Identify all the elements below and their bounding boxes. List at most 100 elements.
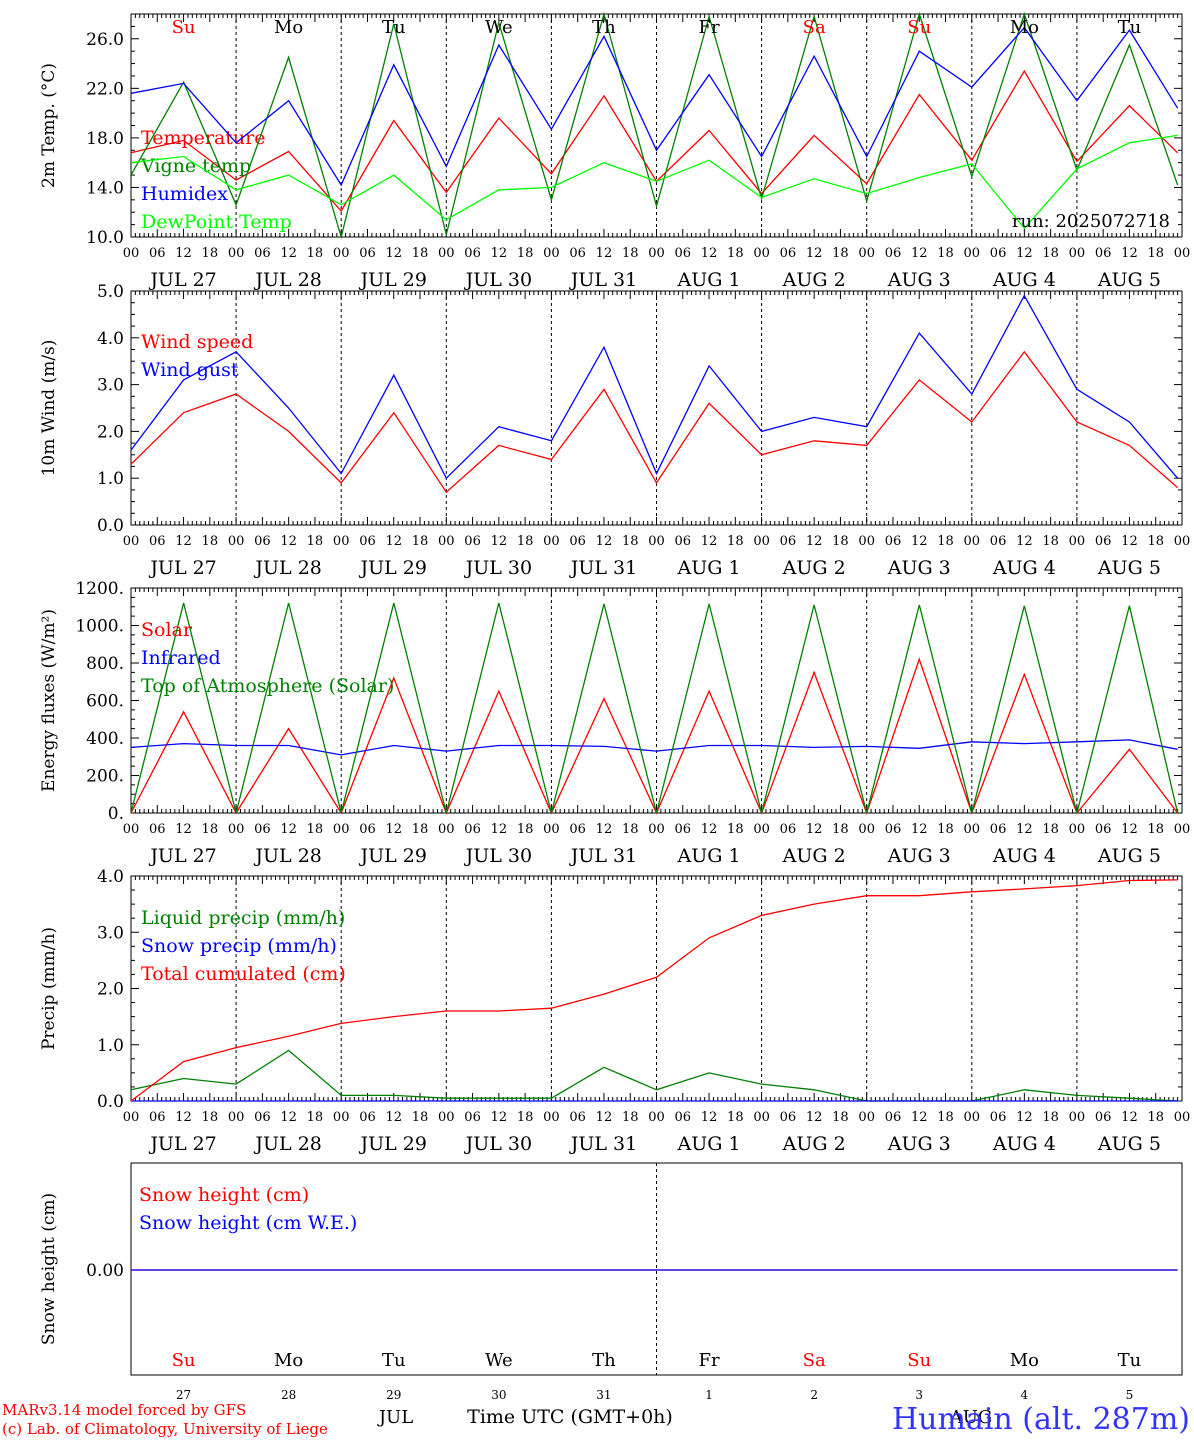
x-date-label: JUL 30 xyxy=(464,845,532,867)
panel-precip: 0.0 1.0 2.0 3.0 4.0 Precip (mm/h) 00 06 12 18 JUL … xyxy=(39,867,1190,1155)
x-hour-label: 00 xyxy=(858,822,875,837)
y-tick-label: 18.0 xyxy=(86,129,124,149)
x-hour-label: 12 xyxy=(280,822,297,837)
x-date-label: JUL 27 xyxy=(148,1133,216,1155)
x-hour-label: 06 xyxy=(464,534,481,549)
x-hour-label: 12 xyxy=(1016,246,1033,261)
x-date-label: JUL 27 xyxy=(148,557,216,579)
x-hour-label: 12 xyxy=(806,534,823,549)
series-line-dewpoint-temp xyxy=(130,134,1178,230)
x-hour-label: 00 xyxy=(333,246,350,261)
x-hour-label: 18 xyxy=(307,1110,324,1125)
x-hour-label: 12 xyxy=(911,1110,928,1125)
model-credit-line2: (c) Lab. of Climatology, University of L… xyxy=(2,1420,328,1438)
x-hour-label: 18 xyxy=(1147,534,1164,549)
x-hour-label: 18 xyxy=(1147,246,1164,261)
x-date-label: AUG 1 xyxy=(677,557,741,579)
y-tick-label: 26.0 xyxy=(86,30,124,50)
day-number-label: 27 xyxy=(176,1388,191,1402)
x-date-label: AUG 3 xyxy=(887,557,951,579)
x-date-label: AUG 5 xyxy=(1097,845,1161,867)
x-hour-label: 00 xyxy=(333,534,350,549)
x-hour-label: 06 xyxy=(990,822,1007,837)
y-tick-label: 0.0 xyxy=(97,516,124,536)
day-number-label: 2 xyxy=(810,1388,818,1402)
x-hour-label: 00 xyxy=(858,1110,875,1125)
x-hour-label: 00 xyxy=(753,1110,770,1125)
x-hour-label: 06 xyxy=(359,534,376,549)
y-tick-label: 0.0 xyxy=(97,1092,124,1112)
x-hour-label: 18 xyxy=(517,534,534,549)
weekday-top-label: Mo xyxy=(274,17,303,38)
x-hour-label: 12 xyxy=(596,246,613,261)
x-hour-label: 18 xyxy=(622,1110,639,1125)
x-hour-label: 00 xyxy=(648,822,665,837)
x-hour-label: 00 xyxy=(964,1110,981,1125)
x-hour-label: 06 xyxy=(464,246,481,261)
x-date-label: JUL 30 xyxy=(464,557,532,579)
y-tick-label: 400. xyxy=(86,729,124,749)
x-hour-label: 12 xyxy=(175,246,192,261)
legend-entry: Top of Atmosphere (Solar) xyxy=(141,675,394,697)
y-tick-label: 1000. xyxy=(75,617,124,637)
series-line-wind-gust xyxy=(130,294,1179,480)
series-line-total-cumulated-cm- xyxy=(130,879,1178,1102)
x-hour-label: 00 xyxy=(543,822,560,837)
x-hour-label: 18 xyxy=(727,1110,744,1125)
x-hour-label: 12 xyxy=(1016,534,1033,549)
plot-frame xyxy=(130,587,1183,814)
x-hour-label: 06 xyxy=(1095,822,1112,837)
x-hour-label: 06 xyxy=(359,1110,376,1125)
x-hour-label: 12 xyxy=(596,1110,613,1125)
x-date-label: JUL 31 xyxy=(569,1133,637,1155)
x-date-label: AUG 4 xyxy=(992,557,1056,579)
x-hour-label: 12 xyxy=(1016,822,1033,837)
weekday-bottom-label: Mo xyxy=(274,1350,303,1371)
x-hour-label: 00 xyxy=(438,534,455,549)
x-date-label: AUG 5 xyxy=(1097,269,1161,291)
legend-entry: Humidex xyxy=(141,183,228,205)
x-hour-label: 06 xyxy=(780,246,797,261)
x-hour-label: 18 xyxy=(937,246,954,261)
panel-wind: 0.0 1.0 2.0 3.0 4.0 5.0 10m Wind (m/s) 00 06 12 18… xyxy=(39,282,1190,579)
y-axis-label: 2m Temp. (°C) xyxy=(39,63,59,188)
x-date-label: JUL 30 xyxy=(464,1133,532,1155)
x-hour-label: 00 xyxy=(333,822,350,837)
x-hour-label: 12 xyxy=(701,246,718,261)
x-hour-label: 00 xyxy=(543,246,560,261)
x-hour-label: 18 xyxy=(412,822,429,837)
x-hour-label: 00 xyxy=(123,246,140,261)
x-hour-label: 00 xyxy=(543,534,560,549)
weekday-top-label: Mo xyxy=(1010,17,1039,38)
x-hour-label: 06 xyxy=(885,1110,902,1125)
x-hour-label: 00 xyxy=(1069,246,1086,261)
x-hour-label: 12 xyxy=(1016,1110,1033,1125)
x-hour-label: 00 xyxy=(228,246,245,261)
weekday-top-label: Tu xyxy=(382,17,406,38)
x-date-label: AUG 3 xyxy=(887,1133,951,1155)
panel-temperature: 10.0 14.0 18.0 22.0 26.0 2m Temp. (°C) 00 06 12 1… xyxy=(39,11,1190,291)
x-date-label: JUL 29 xyxy=(359,1133,427,1155)
x-hour-label: 12 xyxy=(911,822,928,837)
y-axis-label: Snow height (cm) xyxy=(39,1193,59,1345)
x-hour-label: 00 xyxy=(438,822,455,837)
x-hour-label: 12 xyxy=(385,246,402,261)
x-axis-time-label: Time UTC (GMT+0h) xyxy=(467,1406,673,1428)
y-axis-label: Precip (mm/h) xyxy=(39,927,59,1050)
x-hour-label: 18 xyxy=(727,534,744,549)
x-hour-label: 00 xyxy=(1174,822,1191,837)
y-tick-label: 10.0 xyxy=(86,228,124,248)
weekday-top-label: Su xyxy=(172,17,196,38)
series-line-temperature xyxy=(130,69,1179,213)
weekday-bottom-label: Th xyxy=(592,1350,616,1371)
x-hour-label: 18 xyxy=(307,822,324,837)
x-hour-label: 18 xyxy=(202,534,219,549)
x-date-label: AUG 1 xyxy=(677,845,741,867)
x-hour-label: 00 xyxy=(1069,822,1086,837)
x-hour-label: 06 xyxy=(569,246,586,261)
x-hour-label: 06 xyxy=(569,534,586,549)
x-hour-label: 00 xyxy=(543,1110,560,1125)
x-hour-label: 18 xyxy=(202,1110,219,1125)
x-hour-label: 00 xyxy=(964,246,981,261)
x-hour-label: 06 xyxy=(569,822,586,837)
